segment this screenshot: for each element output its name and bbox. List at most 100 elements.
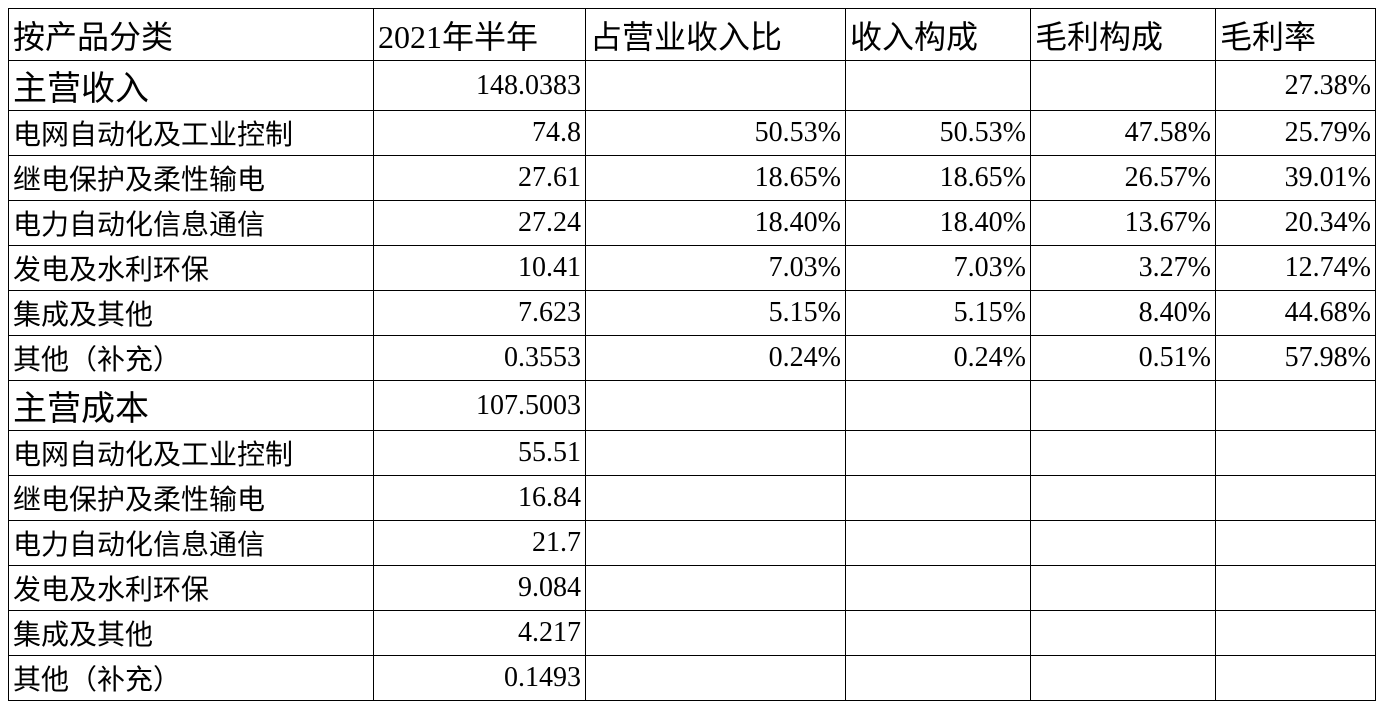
cell: 5.15%: [585, 290, 846, 336]
cell: [1030, 475, 1216, 521]
cell: 74.8: [373, 110, 586, 156]
cell: 7.623: [373, 290, 586, 336]
cell: 毛利率: [1215, 8, 1376, 61]
item-row: 其他（补充） 0.1493: [8, 655, 1376, 701]
cell: 9.084: [373, 565, 586, 611]
cell: [585, 60, 846, 111]
cell: [1215, 610, 1376, 656]
cell: [845, 610, 1031, 656]
cell: 26.57%: [1030, 155, 1216, 201]
row-label: 按产品分类: [8, 8, 374, 61]
cell: [1215, 565, 1376, 611]
row-label: 其他（补充）: [8, 655, 374, 701]
table-body: 按产品分类 2021年半年 占营业收入比 收入构成 毛利构成 毛利率 主营收入 148.038…: [8, 8, 1376, 701]
row-label: 主营收入: [8, 60, 374, 111]
cell: 13.67%: [1030, 200, 1216, 246]
cell: 21.7: [373, 520, 586, 566]
cell: 0.24%: [585, 335, 846, 381]
cell: [1215, 430, 1376, 476]
cell: [845, 60, 1031, 111]
cell: 0.24%: [845, 335, 1031, 381]
item-row: 电网自动化及工业控制 74.8 50.53% 50.53% 47.58% 25.79%: [8, 110, 1376, 156]
cell: 57.98%: [1215, 335, 1376, 381]
item-row: 电力自动化信息通信 27.24 18.40% 18.40% 13.67% 20.34%: [8, 200, 1376, 246]
cell: 4.217: [373, 610, 586, 656]
item-row: 集成及其他 4.217: [8, 610, 1376, 656]
cell: 0.51%: [1030, 335, 1216, 381]
cell: [1215, 520, 1376, 566]
cell: 12.74%: [1215, 245, 1376, 291]
cell: 18.65%: [845, 155, 1031, 201]
cell: [845, 380, 1031, 431]
header-row: 按产品分类 2021年半年 占营业收入比 收入构成 毛利构成 毛利率: [8, 8, 1376, 61]
cell: [1030, 565, 1216, 611]
cell: [585, 475, 846, 521]
cell: 7.03%: [845, 245, 1031, 291]
row-label: 继电保护及柔性输电: [8, 155, 374, 201]
row-label: 主营成本: [8, 380, 374, 431]
row-label: 电力自动化信息通信: [8, 520, 374, 566]
item-row: 继电保护及柔性输电 27.61 18.65% 18.65% 26.57% 39.01%: [8, 155, 1376, 201]
cell: 25.79%: [1215, 110, 1376, 156]
item-row: 发电及水利环保 9.084: [8, 565, 1376, 611]
cell: 27.61: [373, 155, 586, 201]
item-row: 电网自动化及工业控制 55.51: [8, 430, 1376, 476]
cell: 0.1493: [373, 655, 586, 701]
cell: [845, 430, 1031, 476]
cell: 55.51: [373, 430, 586, 476]
item-row: 电力自动化信息通信 21.7: [8, 520, 1376, 566]
cell: 0.3553: [373, 335, 586, 381]
cell: 收入构成: [845, 8, 1031, 61]
row-label: 电网自动化及工业控制: [8, 110, 374, 156]
cell: [585, 565, 846, 611]
cell: [1030, 60, 1216, 111]
cell: 20.34%: [1215, 200, 1376, 246]
cell: [1030, 520, 1216, 566]
cell: 27.38%: [1215, 60, 1376, 111]
cell: 3.27%: [1030, 245, 1216, 291]
item-row: 发电及水利环保 10.41 7.03% 7.03% 3.27% 12.74%: [8, 245, 1376, 291]
cell: 107.5003: [373, 380, 586, 431]
cell: [1030, 655, 1216, 701]
cell: 47.58%: [1030, 110, 1216, 156]
row-label: 发电及水利环保: [8, 565, 374, 611]
cell: 8.40%: [1030, 290, 1216, 336]
row-label: 发电及水利环保: [8, 245, 374, 291]
cell: 50.53%: [585, 110, 846, 156]
cell: 16.84: [373, 475, 586, 521]
section-row: 主营收入 148.0383 27.38%: [8, 60, 1376, 111]
cell: [1215, 655, 1376, 701]
cell: [1215, 475, 1376, 521]
cell: 毛利构成: [1030, 8, 1216, 61]
cell: [585, 610, 846, 656]
cell: 7.03%: [585, 245, 846, 291]
cell: [1030, 380, 1216, 431]
cell: [845, 475, 1031, 521]
cell: 44.68%: [1215, 290, 1376, 336]
cell: 50.53%: [845, 110, 1031, 156]
cell: 5.15%: [845, 290, 1031, 336]
cell: 2021年半年: [373, 8, 586, 61]
cell: 10.41: [373, 245, 586, 291]
cell: [1030, 430, 1216, 476]
row-label: 集成及其他: [8, 610, 374, 656]
section-row: 主营成本 107.5003: [8, 380, 1376, 431]
cell: [1215, 380, 1376, 431]
cell: [585, 430, 846, 476]
item-row: 其他（补充） 0.3553 0.24% 0.24% 0.51% 57.98%: [8, 335, 1376, 381]
row-label: 电网自动化及工业控制: [8, 430, 374, 476]
cell: 27.24: [373, 200, 586, 246]
cell: [585, 520, 846, 566]
cell: 占营业收入比: [585, 8, 846, 61]
row-label: 其他（补充）: [8, 335, 374, 381]
row-label: 电力自动化信息通信: [8, 200, 374, 246]
cell: [1030, 610, 1216, 656]
cell: [845, 520, 1031, 566]
item-row: 继电保护及柔性输电 16.84: [8, 475, 1376, 521]
cell: [585, 655, 846, 701]
cell: 18.65%: [585, 155, 846, 201]
row-label: 集成及其他: [8, 290, 374, 336]
cell: [585, 380, 846, 431]
cell: [845, 655, 1031, 701]
cell: 148.0383: [373, 60, 586, 111]
